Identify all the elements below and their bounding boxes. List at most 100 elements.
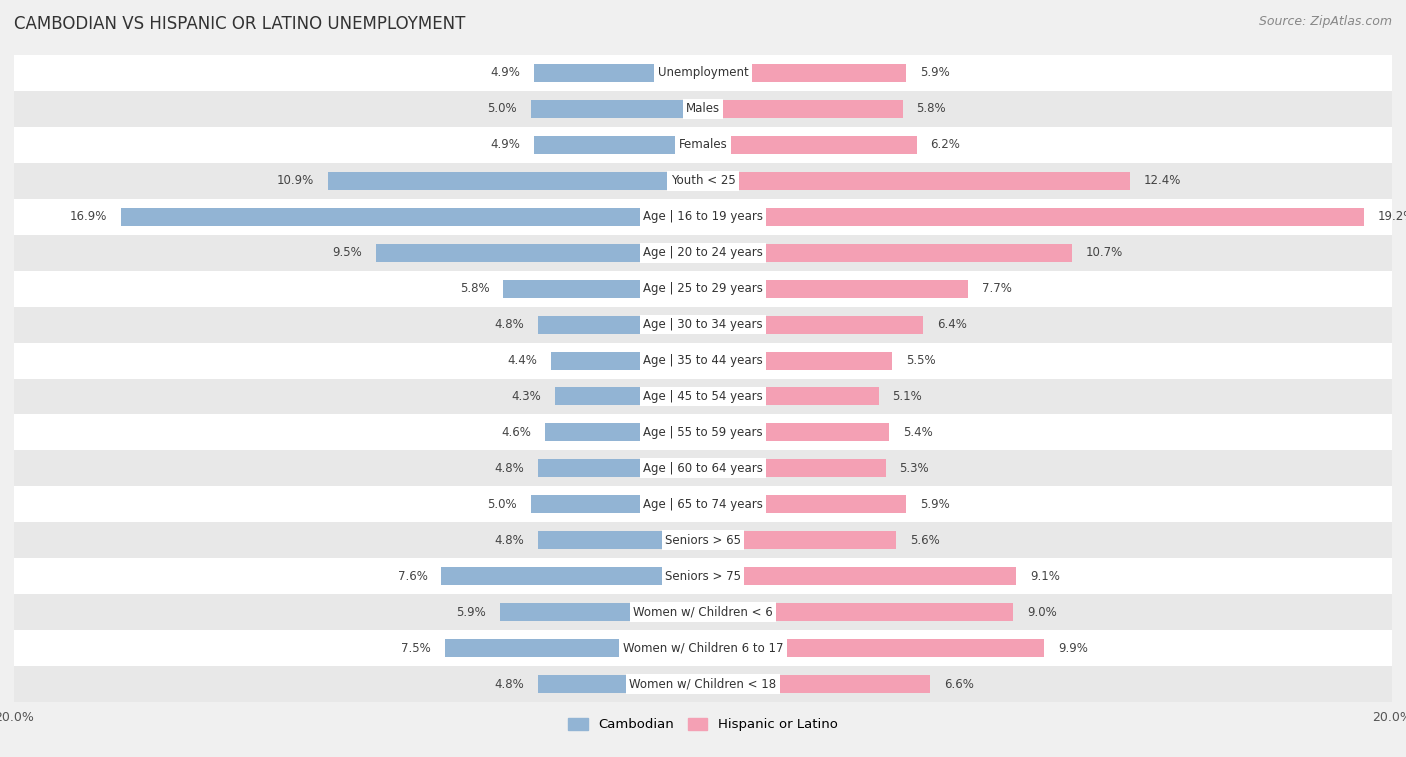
Legend: Cambodian, Hispanic or Latino: Cambodian, Hispanic or Latino (562, 712, 844, 737)
Bar (14, 415, 1392, 450)
Bar (703, 100, 903, 118)
Text: 9.0%: 9.0% (1026, 606, 1056, 618)
Text: 7.7%: 7.7% (981, 282, 1012, 295)
Text: 4.9%: 4.9% (491, 139, 520, 151)
Text: 5.9%: 5.9% (456, 606, 486, 618)
Text: Seniors > 65: Seniors > 65 (665, 534, 741, 547)
Bar (444, 639, 703, 657)
Bar (703, 567, 1017, 585)
Text: 4.4%: 4.4% (508, 354, 537, 367)
Text: 4.8%: 4.8% (494, 318, 524, 331)
Text: Source: ZipAtlas.com: Source: ZipAtlas.com (1258, 15, 1392, 28)
Text: 5.0%: 5.0% (488, 498, 517, 511)
Bar (534, 64, 703, 82)
Bar (703, 64, 907, 82)
Text: 5.4%: 5.4% (903, 426, 932, 439)
Text: Women w/ Children < 6: Women w/ Children < 6 (633, 606, 773, 618)
Bar (14, 559, 1392, 594)
Bar (703, 675, 931, 693)
Bar (537, 675, 703, 693)
Text: Males: Males (686, 102, 720, 115)
Bar (531, 495, 703, 513)
Text: Age | 20 to 24 years: Age | 20 to 24 years (643, 246, 763, 259)
Text: 9.5%: 9.5% (332, 246, 361, 259)
Bar (703, 531, 896, 550)
Bar (14, 487, 1392, 522)
Text: 16.9%: 16.9% (70, 210, 107, 223)
Bar (703, 316, 924, 334)
Text: 5.3%: 5.3% (900, 462, 929, 475)
Bar (14, 198, 1392, 235)
Bar (703, 388, 879, 406)
Text: Age | 25 to 29 years: Age | 25 to 29 years (643, 282, 763, 295)
Text: 6.4%: 6.4% (938, 318, 967, 331)
Bar (703, 495, 907, 513)
Text: 5.1%: 5.1% (893, 390, 922, 403)
Bar (531, 100, 703, 118)
Text: 10.7%: 10.7% (1085, 246, 1122, 259)
Text: 4.8%: 4.8% (494, 534, 524, 547)
Bar (551, 351, 703, 369)
Text: Age | 30 to 34 years: Age | 30 to 34 years (643, 318, 763, 331)
Bar (537, 531, 703, 550)
Text: Age | 16 to 19 years: Age | 16 to 19 years (643, 210, 763, 223)
Text: Age | 65 to 74 years: Age | 65 to 74 years (643, 498, 763, 511)
Text: 7.5%: 7.5% (401, 642, 430, 655)
Bar (537, 459, 703, 478)
Bar (555, 388, 703, 406)
Text: 5.0%: 5.0% (488, 102, 517, 115)
Bar (703, 279, 969, 298)
Bar (499, 603, 703, 621)
Text: 6.6%: 6.6% (945, 678, 974, 690)
Text: Females: Females (679, 139, 727, 151)
Bar (14, 270, 1392, 307)
Bar (503, 279, 703, 298)
Bar (375, 244, 703, 262)
Bar (703, 351, 893, 369)
Bar (14, 594, 1392, 631)
Text: 4.8%: 4.8% (494, 678, 524, 690)
Bar (14, 235, 1392, 270)
Bar (703, 244, 1071, 262)
Text: Women w/ Children 6 to 17: Women w/ Children 6 to 17 (623, 642, 783, 655)
Bar (14, 666, 1392, 702)
Text: 7.6%: 7.6% (398, 570, 427, 583)
Bar (14, 450, 1392, 487)
Text: 10.9%: 10.9% (277, 174, 314, 187)
Bar (14, 378, 1392, 415)
Text: 6.2%: 6.2% (931, 139, 960, 151)
Text: Youth < 25: Youth < 25 (671, 174, 735, 187)
Bar (703, 207, 1364, 226)
Text: CAMBODIAN VS HISPANIC OR LATINO UNEMPLOYMENT: CAMBODIAN VS HISPANIC OR LATINO UNEMPLOY… (14, 15, 465, 33)
Text: Age | 60 to 64 years: Age | 60 to 64 years (643, 462, 763, 475)
Bar (534, 136, 703, 154)
Bar (328, 172, 703, 190)
Bar (703, 136, 917, 154)
Text: Seniors > 75: Seniors > 75 (665, 570, 741, 583)
Bar (703, 172, 1130, 190)
Bar (14, 55, 1392, 91)
Bar (703, 423, 889, 441)
Text: 5.9%: 5.9% (920, 67, 950, 79)
Bar (537, 316, 703, 334)
Bar (14, 307, 1392, 342)
Text: 5.5%: 5.5% (907, 354, 936, 367)
Text: Age | 45 to 54 years: Age | 45 to 54 years (643, 390, 763, 403)
Text: 19.2%: 19.2% (1378, 210, 1406, 223)
Bar (121, 207, 703, 226)
Text: 4.9%: 4.9% (491, 67, 520, 79)
Text: Age | 55 to 59 years: Age | 55 to 59 years (643, 426, 763, 439)
Bar (544, 423, 703, 441)
Bar (14, 522, 1392, 559)
Text: 4.6%: 4.6% (501, 426, 531, 439)
Text: 5.8%: 5.8% (460, 282, 489, 295)
Text: 4.8%: 4.8% (494, 462, 524, 475)
Bar (14, 163, 1392, 198)
Bar (14, 126, 1392, 163)
Bar (14, 91, 1392, 126)
Text: 5.9%: 5.9% (920, 498, 950, 511)
Text: 4.3%: 4.3% (512, 390, 541, 403)
Bar (14, 342, 1392, 378)
Bar (14, 631, 1392, 666)
Text: 9.1%: 9.1% (1031, 570, 1060, 583)
